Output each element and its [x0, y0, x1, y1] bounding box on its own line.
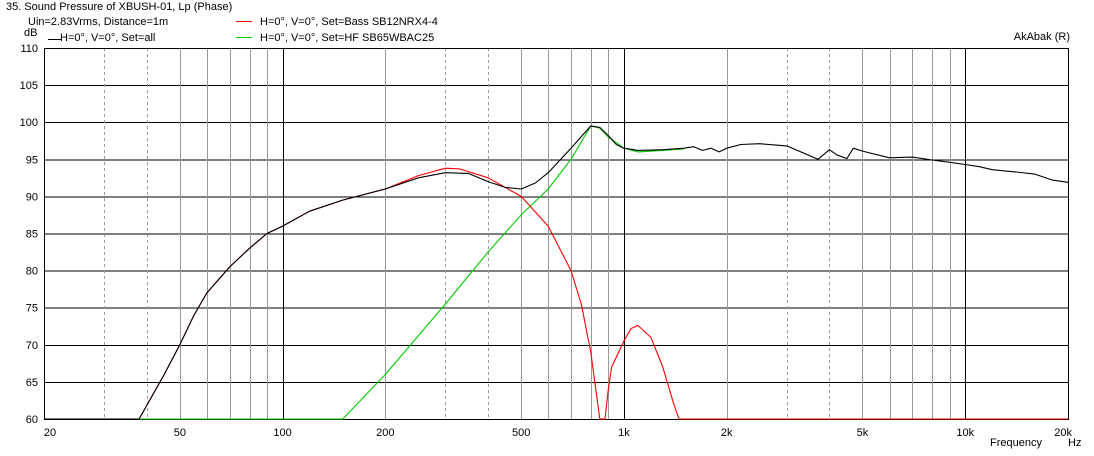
measurement-info: Uin=2.83Vrms, Distance=1m	[28, 16, 169, 28]
legend-swatch-all	[48, 39, 62, 40]
y-tick-label: 100	[20, 117, 38, 129]
software-credit: AkAbak (R)	[1013, 31, 1070, 43]
legend-swatch-hf	[236, 36, 252, 38]
x-axis-unit: Hz	[1068, 437, 1082, 449]
y-tick-label: 90	[26, 191, 38, 203]
y-tick-label: 60	[26, 414, 38, 426]
x-tick-label: 50	[174, 427, 186, 439]
y-tick-label: 80	[26, 266, 38, 278]
x-axis-title: Frequency	[990, 437, 1042, 449]
y-tick-label: 105	[20, 80, 38, 92]
x-tick-label: 200	[376, 427, 394, 439]
y-tick-label: 95	[26, 154, 38, 166]
chart-title: 35. Sound Pressure of XBUSH-01, Lp (Phas…	[6, 1, 233, 13]
legend-label-hf: H=0°, V=0°, Set=HF SB65WBAC25	[260, 32, 435, 44]
x-tick-label: 2k	[721, 427, 733, 439]
x-tick-label: 10k	[956, 427, 974, 439]
legend-entry-bass: H=0°, V=0°, Set=Bass SB12NRX4-4	[236, 16, 438, 28]
y-axis-unit: dB	[24, 27, 38, 39]
legend-swatch-bass	[236, 20, 252, 22]
series-line-0	[44, 125, 1069, 420]
legend-entry-hf: H=0°, V=0°, Set=HF SB65WBAC25	[236, 32, 434, 44]
x-tick-label: 20	[44, 427, 56, 439]
y-tick-label: 75	[26, 303, 38, 315]
y-tick-label: 70	[26, 340, 38, 352]
plot-frame	[44, 48, 1069, 420]
y-tick-label: 65	[26, 377, 38, 389]
x-tick-label: 5k	[857, 427, 869, 439]
legend-label-bass: H=0°, V=0°, Set=Bass SB12NRX4-4	[260, 16, 438, 28]
y-tick-label: 85	[26, 229, 38, 241]
series-line-1	[44, 167, 1068, 420]
series-line-2	[44, 125, 685, 420]
x-tick-label: 20k	[1054, 427, 1072, 439]
legend-entry-all: H=0°, V=0°, Set=all	[48, 32, 156, 44]
legend-label-all: H=0°, V=0°, Set=all	[60, 32, 156, 44]
x-tick-label: 500	[512, 427, 530, 439]
x-tick-label: 100	[273, 427, 291, 439]
x-tick-label: 1k	[618, 427, 630, 439]
y-tick-label: 110	[20, 43, 38, 55]
